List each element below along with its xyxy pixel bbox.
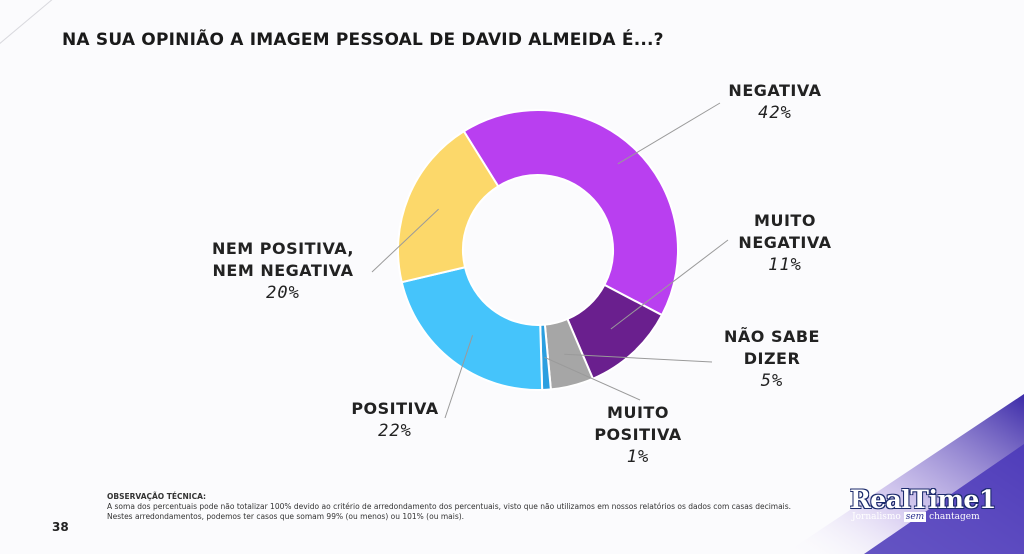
chart-title: NA SUA OPINIÃO A IMAGEM PESSOAL DE DAVID… xyxy=(62,30,664,50)
logo-tagline-sem: sem xyxy=(903,512,927,522)
label-nao-sabe-pct: 5% xyxy=(760,371,784,391)
page-number: 38 xyxy=(52,520,69,534)
label-muito-negativa: MUITO NEGATIVA 11% xyxy=(730,210,840,276)
donut-slice-positiva xyxy=(400,266,544,391)
donut-slice-negativa xyxy=(462,109,679,317)
label-nao-sabe-line1: NÃO SABE xyxy=(724,327,820,346)
logo-wordmark: RealTime1 xyxy=(850,485,996,514)
brand-corner-shape xyxy=(784,394,1024,554)
label-muito-negativa-line1: MUITO xyxy=(754,211,816,230)
label-muito-positiva-line1: MUITO xyxy=(607,403,669,422)
label-nem-pct: 20% xyxy=(266,283,300,303)
label-positiva-pct: 22% xyxy=(378,421,412,441)
label-nao-sabe-line2: DIZER xyxy=(743,349,801,368)
label-muito-positiva-pct: 1% xyxy=(626,447,650,467)
label-positiva-name: POSITIVA xyxy=(351,399,439,418)
label-negativa: NEGATIVA 42% xyxy=(715,80,835,124)
label-nem-line1: NEM POSITIVA, xyxy=(211,239,355,258)
label-nem: NEM POSITIVA, NEM NEGATIVA 20% xyxy=(198,238,368,304)
technical-note-heading: OBSERVAÇÃO TÉCNICA: xyxy=(107,492,207,501)
logo-tagline: Jornalismo sem chantagem xyxy=(852,512,1010,522)
label-muito-positiva: MUITO POSITIVA 1% xyxy=(578,402,698,468)
technical-note: OBSERVAÇÃO TÉCNICA: A soma dos percentua… xyxy=(107,492,847,522)
label-nem-line2: NEM NEGATIVA xyxy=(212,261,354,280)
logo-tagline-before: Jornalismo xyxy=(852,512,901,522)
label-negativa-name: NEGATIVA xyxy=(728,81,822,100)
leader-line-5 xyxy=(371,208,439,273)
technical-note-line2: Nestes arredondamentos, podemos ter caso… xyxy=(107,512,465,521)
realtime1-logo: RealTime1 Jornalismo sem chantagem xyxy=(850,485,1010,522)
label-muito-positiva-line2: POSITIVA xyxy=(594,425,682,444)
leader-line-0 xyxy=(617,102,721,165)
label-negativa-pct: 42% xyxy=(758,103,792,123)
label-positiva: POSITIVA 22% xyxy=(340,398,450,442)
label-muito-negativa-pct: 11% xyxy=(768,255,802,275)
leader-line-2 xyxy=(564,353,713,363)
donut-slice-nem-positiva-nem-negativa xyxy=(397,129,500,284)
leader-line-4 xyxy=(444,335,474,419)
leader-line-1 xyxy=(610,239,729,330)
logo-tagline-after: chantagem xyxy=(929,512,980,522)
label-muito-negativa-line2: NEGATIVA xyxy=(738,233,832,252)
label-nao-sabe: NÃO SABE DIZER 5% xyxy=(712,326,832,392)
leader-line-3 xyxy=(544,356,641,401)
technical-note-line1: A soma dos percentuais pode não totaliza… xyxy=(107,502,792,511)
